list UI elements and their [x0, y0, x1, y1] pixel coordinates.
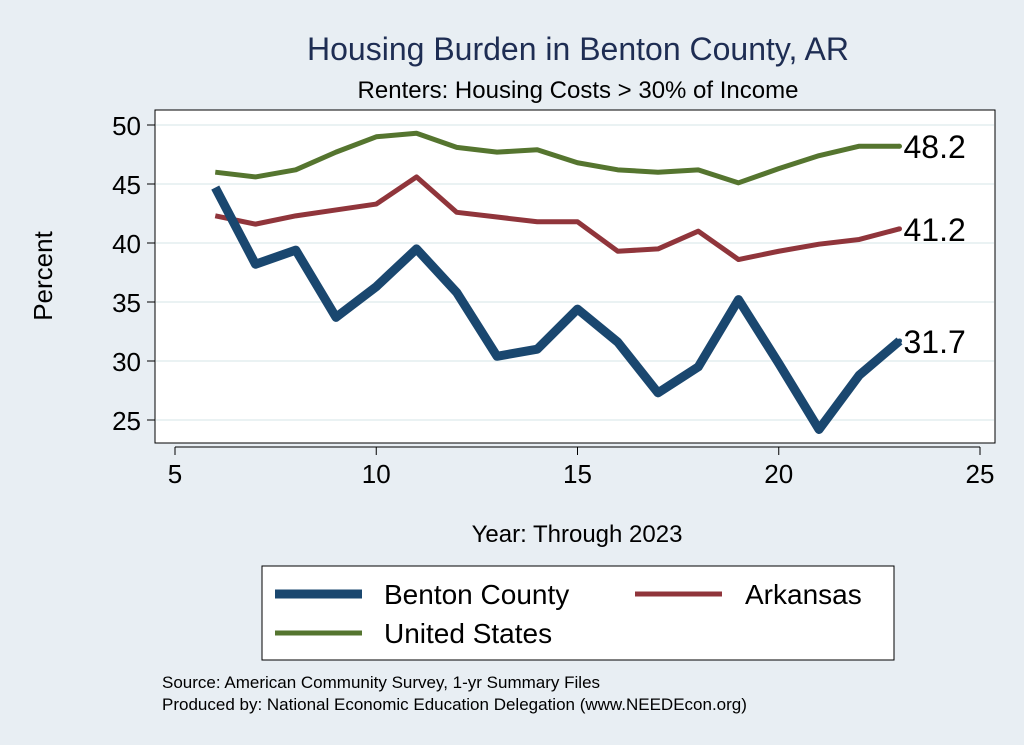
- legend-box: [261, 565, 895, 661]
- legend-label-benton: Benton County: [384, 579, 569, 610]
- chart-subtitle: Renters: Housing Costs > 30% of Income: [358, 77, 799, 104]
- y-tick-label: 25: [112, 406, 141, 436]
- produced-by-note: Produced by: National Economic Education…: [162, 695, 747, 714]
- series-united-states: [214, 130, 900, 186]
- series-united-states-end-marker: [897, 143, 902, 149]
- end-labels: 48.2 41.2 31.7: [904, 129, 966, 360]
- series-benton-county: [211, 185, 903, 434]
- grid: [156, 124, 994, 421]
- series-arkansas: [214, 174, 901, 263]
- y-tick-label: 30: [112, 347, 141, 377]
- series-benton-county-end-marker: [897, 338, 902, 344]
- y-tick-label: 50: [112, 111, 141, 141]
- y-tick-label: 40: [112, 229, 141, 259]
- y-tick-label: 35: [112, 288, 141, 318]
- legend-label-us: United States: [384, 618, 552, 649]
- x-tick-label: 5: [168, 459, 182, 489]
- x-tick-label: 20: [764, 459, 793, 489]
- legend: Benton County Arkansas United States: [261, 565, 895, 661]
- y-axis-label: Percent: [28, 230, 58, 320]
- x-tick-label: 15: [563, 459, 592, 489]
- series-united-states-end-label: 48.2: [904, 129, 966, 165]
- x-tick-label: 25: [966, 459, 995, 489]
- axes: 25 30 35 40 45 50 5 10 15 20 25: [112, 111, 994, 489]
- x-axis-label: Year: Through 2023: [472, 521, 683, 548]
- series-arkansas-end-label: 41.2: [904, 212, 966, 248]
- legend-label-arkansas: Arkansas: [745, 579, 862, 610]
- series-lines: [211, 130, 903, 434]
- y-tick-label: 45: [112, 170, 141, 200]
- series-benton-county-end-label: 31.7: [904, 324, 966, 360]
- chart-title: Housing Burden in Benton County, AR: [307, 31, 849, 67]
- series-arkansas-end-marker: [897, 226, 902, 232]
- source-note: Source: American Community Survey, 1-yr …: [162, 673, 600, 692]
- x-tick-label: 10: [362, 459, 391, 489]
